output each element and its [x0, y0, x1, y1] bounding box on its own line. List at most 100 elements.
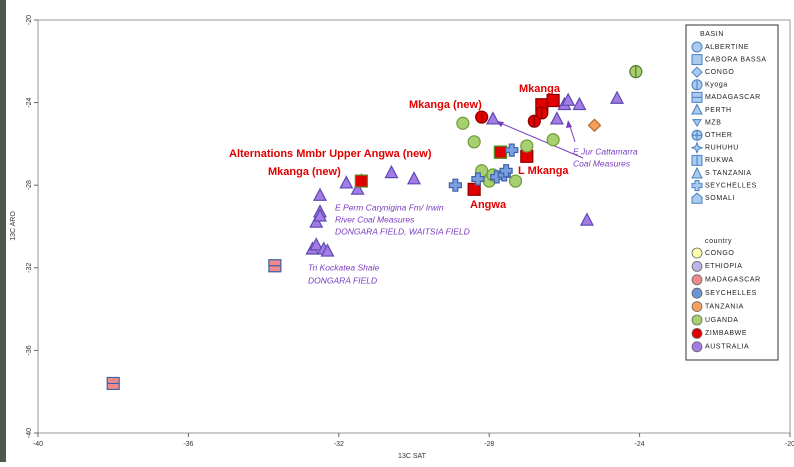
point [320, 243, 335, 257]
legend-symbol [691, 261, 703, 272]
legend-label: SEYCHELLES [705, 290, 757, 297]
point [313, 208, 327, 222]
x-tick-label: -20 [785, 441, 794, 448]
x-tick-label: -32 [334, 441, 344, 448]
point [313, 187, 327, 201]
point [629, 65, 643, 79]
legend-symbol [691, 180, 703, 192]
plot-frame [37, 19, 791, 434]
legend-label: MADAGASCAR [705, 277, 761, 284]
y-axis-label: 13C ARO [10, 211, 17, 241]
legend-symbol [691, 41, 703, 53]
point [448, 178, 462, 192]
x-tick-label: -36 [183, 441, 193, 448]
arrow-head [566, 120, 572, 128]
point [384, 164, 399, 179]
legend-symbol [691, 129, 703, 141]
legend-label: UGANDA [705, 317, 739, 324]
legend-label: RUKWA [705, 157, 734, 164]
point [350, 181, 365, 195]
annotation: Tri Kockatea Shale [308, 262, 379, 272]
legend-symbol [691, 247, 703, 259]
legend-symbol [691, 192, 703, 204]
annotation: Angwa [470, 199, 507, 211]
legend-label: ALBERTINE [705, 44, 749, 51]
legend-label: Kyoga [705, 82, 728, 89]
point [106, 376, 120, 391]
point [546, 93, 560, 108]
point [549, 111, 564, 125]
legend: BASIN ALBERTINE CABORA BASSA CONGO Kyoga MADA… [690, 31, 767, 353]
legend-label: TANZANIA [705, 303, 744, 310]
x-axis-label: 13C SAT [398, 453, 427, 460]
y-tick-label: -32 [26, 263, 33, 273]
point [505, 143, 519, 157]
legend-symbol [692, 119, 702, 128]
legend-symbol [691, 301, 703, 312]
annotation: Mkanga (new) [409, 99, 482, 111]
y-tick-label: -24 [26, 97, 33, 107]
point [587, 118, 602, 133]
legend-label: OTHER [705, 132, 733, 139]
legend-symbol [691, 274, 703, 286]
legend-label: SOMALI [705, 195, 735, 202]
point [561, 92, 576, 106]
legend-symbol [691, 328, 703, 339]
annotation: Mkanga (new) [268, 166, 341, 178]
point [309, 237, 324, 251]
legend-symbol [690, 141, 704, 155]
point [407, 171, 421, 185]
annotation: L Mkanga [518, 165, 569, 177]
y-tick-label: -36 [26, 345, 33, 355]
annotation: River Coal Measures [335, 214, 415, 224]
legend-label: ETHIOPIA [705, 263, 742, 270]
legend-label: S TANZANIA [705, 170, 752, 177]
legend-title: country [705, 238, 732, 245]
point [610, 90, 625, 104]
annotation: E Jur Cattamarra [573, 146, 638, 156]
annotation: Alternations Mmbr Upper Angwa (new) [229, 148, 432, 160]
legend-label: ZIMBABWE [705, 330, 747, 337]
legend-symbol [691, 66, 703, 78]
arrow [497, 121, 584, 159]
x-tick-label: -40 [33, 441, 43, 448]
legend-symbol [691, 91, 703, 103]
legend-symbol [691, 314, 703, 326]
legend-label: AUSTRALIA [705, 344, 749, 351]
legend-title: BASIN [700, 31, 724, 38]
legend-symbol [691, 154, 703, 166]
point [471, 172, 485, 186]
annotation: DONGARA FIELD, WAITSIA FIELD [335, 226, 470, 236]
annotation: Coal Measures [573, 158, 631, 168]
legend-symbol [691, 103, 703, 115]
x-tick-label: -28 [484, 441, 494, 448]
legend-symbol [691, 79, 703, 91]
legend-label: CABORA BASSA [705, 56, 767, 63]
annotation: DONGARA FIELD [308, 275, 377, 285]
point [499, 164, 513, 178]
point [485, 111, 500, 125]
point [456, 116, 470, 130]
legend-label: PERTH [705, 107, 732, 114]
desktop-edge [0, 0, 6, 462]
annotation: Mkanga [519, 83, 561, 95]
x-tick-label: -24 [635, 441, 645, 448]
y-tick-label: -40 [26, 428, 33, 438]
point [520, 139, 534, 153]
point [535, 106, 549, 120]
legend-symbol [691, 341, 703, 353]
annotation: E Perm Carynigina Fm/ Irwin [335, 202, 444, 212]
y-tick-label: -20 [26, 15, 33, 25]
y-tick-label: -28 [26, 180, 33, 190]
point [493, 145, 508, 159]
point [467, 135, 481, 149]
legend-label: MZB [705, 119, 722, 126]
legend-label: CONGO [705, 250, 734, 257]
legend-symbol [691, 287, 703, 299]
point [354, 174, 368, 188]
point [579, 212, 594, 226]
marks [106, 65, 643, 391]
point [339, 175, 354, 189]
